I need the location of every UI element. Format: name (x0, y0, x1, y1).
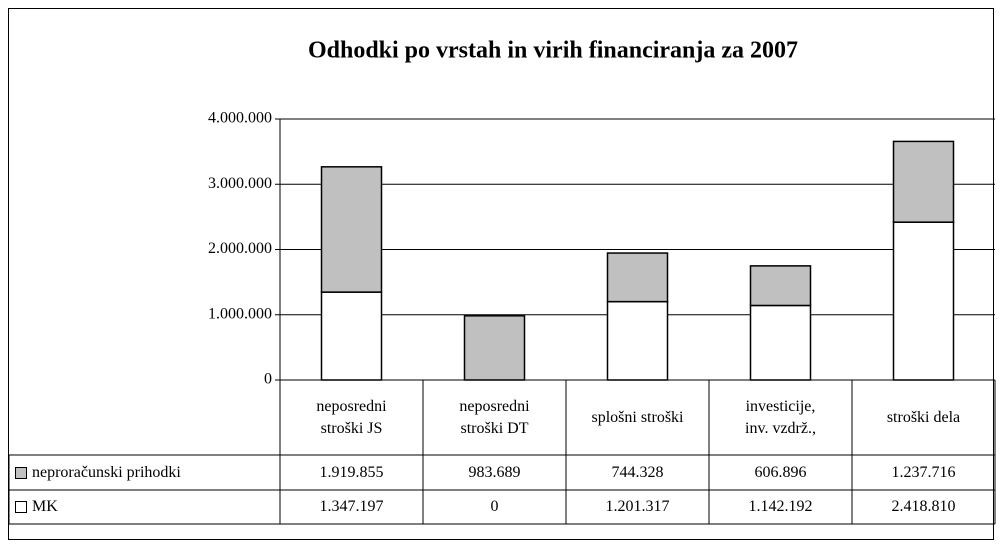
category-label: investicije, inv. vzdrž., (745, 397, 816, 437)
bar-segment (606, 252, 669, 303)
bar-segment (892, 140, 955, 223)
y-tick-label: 1.000.000 (208, 305, 272, 322)
bar-segment (463, 315, 526, 381)
legend-key (15, 466, 27, 479)
frame (8, 8, 994, 540)
y-tick-label: 2.000.000 (208, 240, 272, 257)
bar-segment (320, 166, 383, 293)
legend-label: neproračunski prihodki (32, 463, 181, 481)
table-value: 1.201.317 (605, 498, 670, 515)
legend-entry: neproračunski prihodki (9, 455, 280, 490)
table-value: 2.418.810 (891, 498, 956, 515)
legend-label: MK (32, 498, 58, 515)
table-value: 1.347.197 (319, 498, 384, 515)
table-value: 983.689 (468, 463, 521, 481)
category-label: neposredni stroški DT (459, 397, 530, 437)
y-tick-label: 3.000.000 (208, 175, 272, 192)
y-tick-label: 4.000.000 (208, 110, 272, 127)
y-tick-label: 0 (264, 371, 272, 388)
bar-segment (749, 265, 812, 307)
bar-segment (320, 291, 383, 381)
table-value: 606.896 (754, 463, 807, 481)
table-value: 1.142.192 (748, 498, 813, 515)
legend-entry: MK (9, 490, 280, 524)
table-value: 1.237.716 (891, 463, 956, 481)
legend-key (15, 501, 27, 513)
chart-title: Odhodki po vrstah in virih financiranja … (308, 38, 798, 64)
table-value: 744.328 (611, 463, 664, 481)
category-label: neposredni stroški JS (316, 397, 387, 437)
category-label: splošni stroški (591, 408, 684, 426)
bar-segment (606, 300, 669, 381)
table-value: 1.919.855 (319, 463, 384, 481)
bar-segment (892, 221, 955, 381)
bar-segment (749, 304, 812, 381)
table-value: 0 (490, 498, 499, 515)
category-label: stroški dela (886, 408, 961, 426)
